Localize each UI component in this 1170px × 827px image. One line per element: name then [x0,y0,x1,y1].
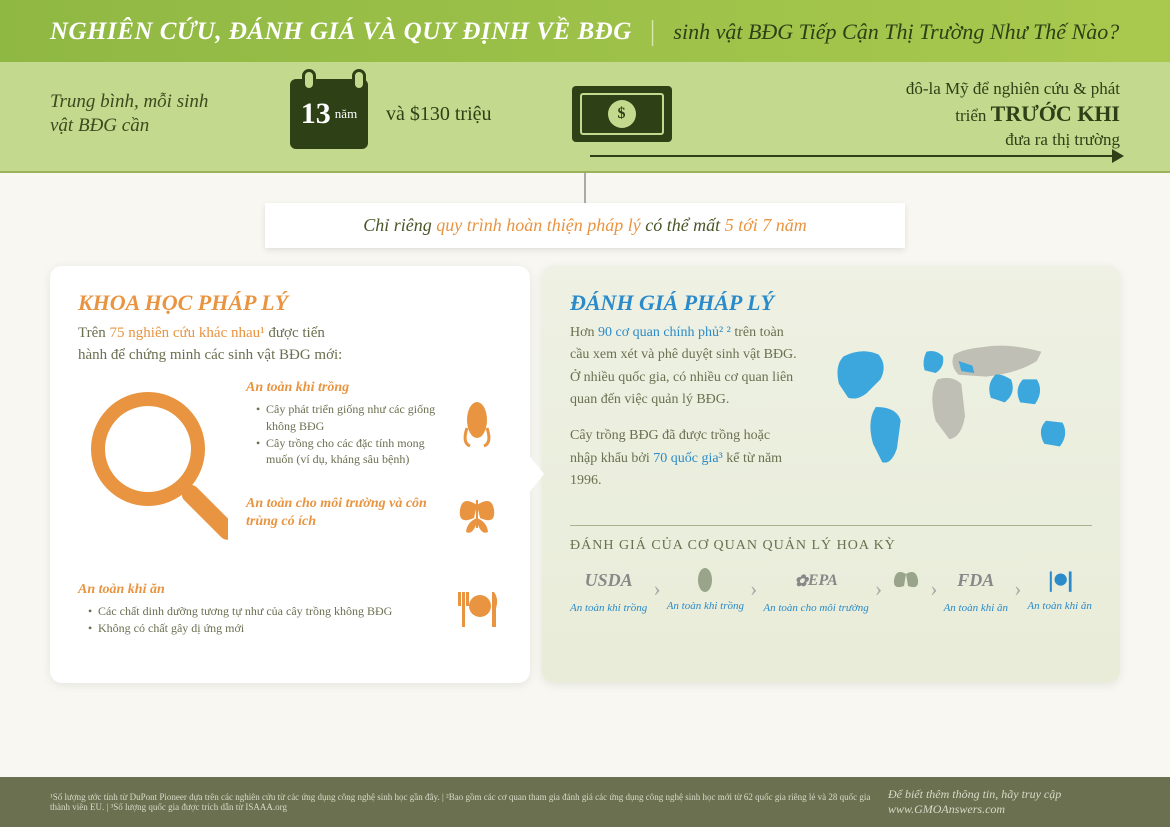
main-content: KHOA HỌC PHÁP LÝ Trên 75 nghiên cứu khác… [0,248,1170,693]
lp-ih: 75 nghiên cứu khác nhau¹ [110,325,265,341]
corn-agency-icon: An toàn khi trồng [667,566,744,612]
agency-row: USDA An toàn khi trồng › An toàn khi trồ… [570,564,1092,614]
right-panel-title: ĐÁNH GIÁ PHÁP LÝ [570,290,1092,316]
safety-grow: An toàn khi trồng Cây phát triển giống n… [246,379,502,468]
callout-o1: quy trình hoàn thiện pháp lý [436,215,640,235]
chevron-icon: › [653,576,660,602]
fda-text: FDA [957,570,994,591]
utensils-agency-icon: An toàn khi ăn [1027,566,1091,612]
callout-o2: 5 tới 7 năm [725,215,807,235]
footer-notes: ¹Số lượng ước tính từ DuPont Pioneer dựa… [50,792,888,812]
safety-eat: An toàn khi ăn Các chất dinh dưỡng tương… [78,581,502,637]
fda-item: FDA An toàn khi ăn [944,564,1008,614]
world-map-icon [816,322,1092,507]
left-panel: KHOA HỌC PHÁP LÝ Trên 75 nghiên cứu khác… [50,266,530,683]
safety3-b1: Các chất dinh dưỡng tương tự như của cây… [88,603,436,620]
years-value: 13 [301,97,331,131]
safety3-title: An toàn khi ăn [78,581,436,599]
left-panel-title: KHOA HỌC PHÁP LÝ [78,290,502,316]
stats-band: Trung bình, mỗi sinh vật BĐG cần 13 năm … [0,62,1170,173]
epa-logo: ✿EPA [794,564,837,598]
usda-text: USDA [585,570,633,591]
butterfly-agency-icon [888,566,924,612]
magnifier-icon [78,379,228,579]
chevron-icon: › [930,576,937,602]
safety2-title: An toàn cho môi trường và côn trùng có í… [246,495,436,531]
callout-bar: Chỉ riêng quy trình hoàn thiện pháp lý c… [265,203,905,248]
stats-intro: Trung bình, mỗi sinh vật BĐG cần [50,90,280,139]
right-line3: đưa ra thị trường [1005,130,1120,149]
usda-label2: An toàn khi trồng [667,600,744,612]
right-panel: ĐÁNH GIÁ PHÁP LÝ Hơn 90 cơ quan chính ph… [542,266,1120,683]
fda-label2: An toàn khi ăn [1027,600,1091,612]
rp-p2b: 70 quốc gia³ [653,451,723,466]
lp-i3: hành để chứng minh các sinh vật BĐG mới: [78,347,342,363]
right-line2b: TRƯỚC KHI [991,101,1120,126]
fda-label: An toàn khi ăn [944,602,1008,614]
intro-line1: Trung bình, mỗi sinh [50,91,208,112]
chevron-icon: › [750,576,757,602]
footer-cta: Để biết thêm thông tin, hãy truy cập www… [888,787,1120,817]
usda-item: USDA An toàn khi trồng [570,564,647,614]
left-panel-intro: Trên 75 nghiên cứu khác nhau¹ được tiến … [78,322,502,367]
utensils-icon [452,584,502,634]
map-wrap: Hơn 90 cơ quan chính phủ² ² trên toàn cầ… [570,322,1092,507]
stats-mid: và $130 triệu [386,103,492,126]
fda-logo: FDA [957,564,994,598]
stats-right: đô-la Mỹ để nghiên cứu & phát triển TRƯỚ… [692,78,1120,151]
connector-line [584,173,586,203]
right-line2p: triển [955,106,990,125]
footer: ¹Số lượng ước tính từ DuPont Pioneer dựa… [0,777,1170,827]
safety1-title: An toàn khi trồng [246,379,436,397]
lp-i1: Trên [78,325,110,341]
left-body: An toàn khi trồng Cây phát triển giống n… [78,379,502,579]
corn-icon [452,398,502,448]
intro-line2: vật BĐG cần [50,115,149,136]
chevron-icon: › [1014,576,1021,602]
header-title: NGHIÊN CỨU, ĐÁNH GIÁ VÀ QUY ĐỊNH VỀ BĐG [50,18,632,46]
years-unit: năm [335,106,357,122]
safety1-b2: Cây trồng cho các đặc tính mong muốn (ví… [256,435,436,469]
arrow-icon [590,155,1122,157]
header-band: NGHIÊN CỨU, ĐÁNH GIÁ VÀ QUY ĐỊNH VỀ BĐG … [0,0,1170,62]
safety3-b2: Không có chất gây dị ứng mới [88,620,436,637]
epa-item: ✿EPA An toàn cho môi trường [763,564,868,614]
header-subtitle: sinh vật BĐG Tiếp Cận Thị Trường Như Thế… [673,19,1119,45]
right-line1: đô-la Mỹ để nghiên cứu & phát [906,79,1120,98]
usda-label: An toàn khi trồng [570,602,647,614]
callout-p1: Chỉ riêng [363,215,436,235]
rp-p1b: 90 cơ quan chính phủ² ² [598,325,731,340]
safety1-b1: Cây phát triển giống như các giống không… [256,401,436,435]
speech-arrow-icon [528,454,544,494]
header-divider: | [650,16,656,48]
callout-text: Chỉ riêng quy trình hoàn thiện pháp lý c… [363,215,807,235]
epa-text: EPA [808,572,838,590]
rp-p1a: Hơn [570,325,598,340]
agency-box: ĐÁNH GIÁ CỦA CƠ QUAN QUẢN LÝ HOA KỲ USDA… [570,525,1092,614]
safety-env: An toàn cho môi trường và côn trùng có í… [246,490,502,540]
map-text: Hơn 90 cơ quan chính phủ² ² trên toàn cầ… [570,322,800,507]
butterfly-icon [452,490,502,540]
epa-label: An toàn cho môi trường [763,602,868,614]
agency-title: ĐÁNH GIÁ CỦA CƠ QUAN QUẢN LÝ HOA KỲ [570,538,1092,554]
lp-i2: được tiến [265,325,325,341]
callout-p2: có thể mất [641,215,725,235]
money-icon: $ [572,86,672,142]
calendar-icon: 13 năm [290,79,368,149]
safety-items: An toàn khi trồng Cây phát triển giống n… [246,379,502,579]
calendar-rings [302,69,366,91]
usda-logo: USDA [585,564,633,598]
chevron-icon: › [875,576,882,602]
